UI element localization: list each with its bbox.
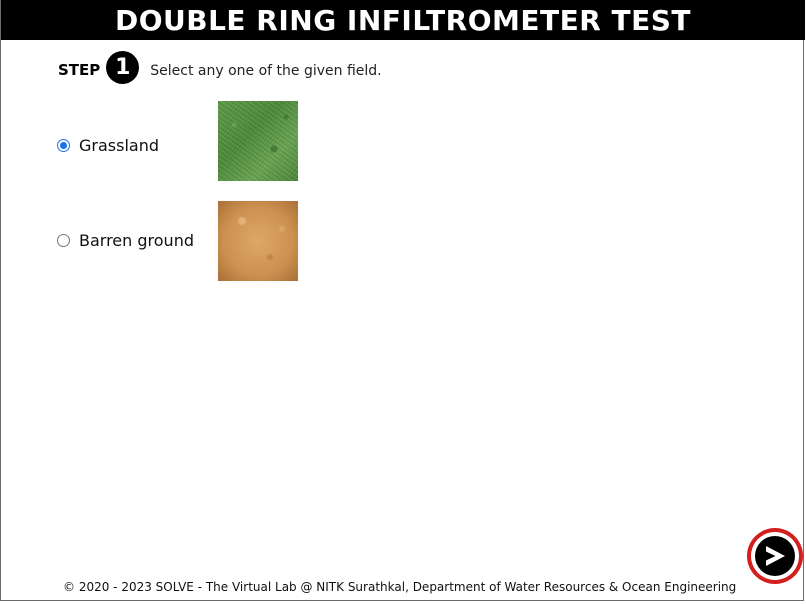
next-button[interactable] xyxy=(747,528,803,584)
option-barren-ground[interactable]: Barren ground xyxy=(57,231,194,250)
step-instruction: Select any one of the given field. xyxy=(150,63,382,79)
step-row: STEP 1 Select any one of the given field… xyxy=(58,50,382,84)
soil-texture-image xyxy=(218,201,298,281)
step-number-badge: 1 xyxy=(106,50,140,84)
barren-ground-label[interactable]: Barren ground xyxy=(79,231,194,250)
page-title: DOUBLE RING INFILTROMETER TEST xyxy=(1,0,805,40)
arrow-right-icon xyxy=(766,546,785,566)
next-button-core xyxy=(755,536,795,576)
option-grassland[interactable]: Grassland xyxy=(57,136,159,155)
grassland-label[interactable]: Grassland xyxy=(79,136,159,155)
grass-texture-image xyxy=(218,101,298,181)
footer-copyright: © 2020 - 2023 SOLVE - The Virtual Lab @ … xyxy=(63,580,737,594)
grassland-radio[interactable] xyxy=(57,139,70,152)
step-label: STEP xyxy=(58,61,101,79)
next-button-ring xyxy=(751,532,799,580)
barren-ground-radio[interactable] xyxy=(57,234,70,247)
